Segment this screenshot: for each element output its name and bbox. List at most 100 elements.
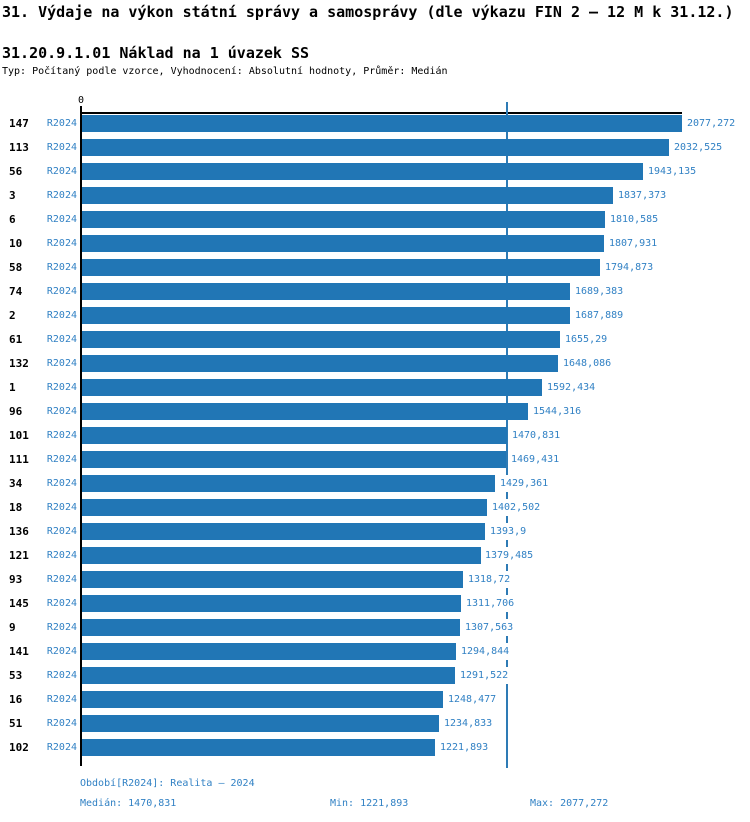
row-region-label: 51: [9, 717, 23, 730]
row-region-label: 102: [9, 741, 29, 754]
row-period-label: R2024: [46, 214, 77, 225]
chart-row: 136 R2024 1393,9: [0, 523, 750, 540]
row-period-label: R2024: [46, 142, 77, 153]
bar: [82, 211, 605, 228]
row-region-label: 145: [9, 597, 29, 610]
row-period-label: R2024: [46, 622, 77, 633]
row-period-label: R2024: [46, 694, 77, 705]
row-value-label: 1318,72: [467, 571, 512, 588]
bar: [82, 307, 570, 324]
row-region-label: 56: [9, 165, 23, 178]
indicator-type-line: Typ: Počítaný podle vzorce, Vyhodnocení:…: [2, 66, 448, 77]
x-axis-line: [80, 112, 682, 114]
row-region-label: 61: [9, 333, 23, 346]
bar: [82, 259, 601, 276]
row-region-label: 74: [9, 285, 23, 298]
row-period-label: R2024: [46, 574, 77, 585]
row-region-label: 96: [9, 405, 23, 418]
row-value-label: 1221,893: [439, 739, 490, 756]
row-value-label: 1402,502: [491, 499, 542, 516]
chart-row: 10 R2024 1807,931: [0, 235, 750, 252]
row-period-label: R2024: [46, 742, 77, 753]
row-value-label: 1311,706: [465, 595, 516, 612]
bar: [82, 451, 507, 468]
chart-row: 56 R2024 1943,135: [0, 163, 750, 180]
row-period-label: R2024: [46, 478, 77, 489]
footer-period-label: Období[R2024]: Realita – 2024: [80, 778, 255, 789]
row-region-label: 136: [9, 525, 29, 538]
row-value-label: 1655,29: [564, 331, 609, 348]
footer-median-label: Medián: 1470,831: [80, 798, 177, 809]
row-period-label: R2024: [46, 358, 77, 369]
bar: [82, 355, 558, 372]
row-region-label: 53: [9, 669, 23, 682]
row-period-label: R2024: [46, 598, 77, 609]
median-reference-line: [506, 102, 508, 768]
row-value-label: 1943,135: [647, 163, 698, 180]
row-period-label: R2024: [46, 718, 77, 729]
chart-row: 16 R2024 1248,477: [0, 691, 750, 708]
row-value-label: 1429,361: [499, 475, 550, 492]
chart-row: 96 R2024 1544,316: [0, 403, 750, 420]
bar: [82, 139, 670, 156]
row-period-label: R2024: [46, 166, 77, 177]
row-region-label: 16: [9, 693, 23, 706]
bar: [82, 547, 481, 564]
row-value-label: 1837,373: [617, 187, 668, 204]
bar: [82, 283, 570, 300]
row-period-label: R2024: [46, 238, 77, 249]
chart-row: 102 R2024 1221,893: [0, 739, 750, 756]
page-title: 31. Výdaje na výkon státní správy a samo…: [2, 3, 734, 21]
footer-min-label: Min: 1221,893: [330, 798, 409, 809]
bar: [82, 331, 561, 348]
row-period-label: R2024: [46, 526, 77, 537]
row-region-label: 18: [9, 501, 23, 514]
row-period-label: R2024: [46, 190, 77, 201]
row-value-label: 1294,844: [460, 643, 511, 660]
row-period-label: R2024: [46, 502, 77, 513]
indicator-title: 31.20.9.1.01 Náklad na 1 úvazek SS: [2, 44, 310, 62]
bar: [82, 643, 456, 660]
y-axis-line: [80, 106, 82, 766]
row-period-label: R2024: [46, 262, 77, 273]
chart-row: 145 R2024 1311,706: [0, 595, 750, 612]
row-period-label: R2024: [46, 406, 77, 417]
row-region-label: 2: [9, 309, 16, 322]
row-period-label: R2024: [46, 310, 77, 321]
chart-row: 51 R2024 1234,833: [0, 715, 750, 732]
row-value-label: 1592,434: [546, 379, 597, 396]
row-value-label: 1810,585: [609, 211, 660, 228]
chart-row: 58 R2024 1794,873: [0, 259, 750, 276]
row-period-label: R2024: [46, 646, 77, 657]
chart-row: 141 R2024 1294,844: [0, 643, 750, 660]
row-value-label: 1687,889: [574, 307, 625, 324]
bar: [82, 379, 542, 396]
row-region-label: 121: [9, 549, 29, 562]
row-region-label: 141: [9, 645, 29, 658]
bar: [82, 475, 495, 492]
chart-row: 18 R2024 1402,502: [0, 499, 750, 516]
bar: [82, 595, 461, 612]
row-period-label: R2024: [46, 454, 77, 465]
row-value-label: 1379,485: [484, 547, 535, 564]
chart-row: 34 R2024 1429,361: [0, 475, 750, 492]
row-value-label: 1469,431: [510, 451, 561, 468]
row-period-label: R2024: [46, 286, 77, 297]
bar: [82, 715, 439, 732]
row-region-label: 93: [9, 573, 23, 586]
bar: [82, 163, 644, 180]
row-value-label: 1807,931: [608, 235, 659, 252]
row-value-label: 1307,563: [464, 619, 515, 636]
x-axis-zero-label: 0: [77, 95, 85, 106]
row-value-label: 1648,086: [562, 355, 613, 372]
chart-row: 147 R2024 2077,272: [0, 115, 750, 132]
row-region-label: 111: [9, 453, 29, 466]
row-period-label: R2024: [46, 382, 77, 393]
row-period-label: R2024: [46, 430, 77, 441]
row-region-label: 113: [9, 141, 29, 154]
bar: [82, 187, 613, 204]
row-region-label: 132: [9, 357, 29, 370]
chart-row: 74 R2024 1689,383: [0, 283, 750, 300]
row-value-label: 1689,383: [574, 283, 625, 300]
chart-row: 121 R2024 1379,485: [0, 547, 750, 564]
